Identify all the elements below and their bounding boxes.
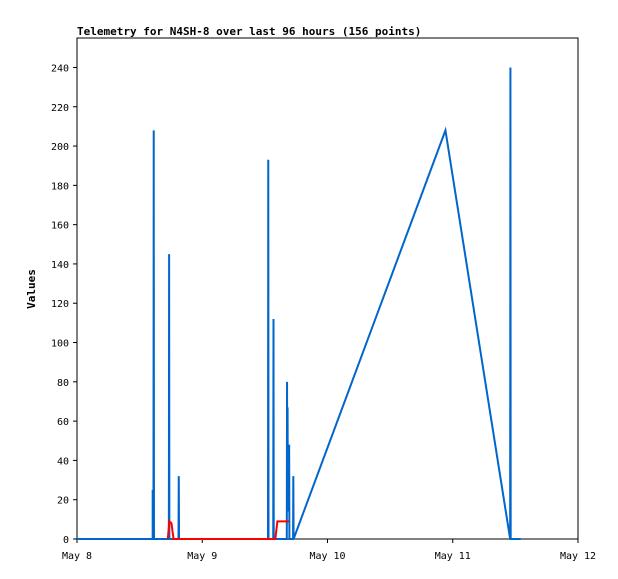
- x-axis: May 8 May 9 May 10 May 11 May 12: [62, 539, 596, 562]
- x-tick-label: May 11: [435, 551, 471, 562]
- y-tick-label: 20: [57, 496, 69, 507]
- y-tick-label: 220: [51, 103, 69, 114]
- x-tick-label: May 8: [62, 551, 92, 562]
- series-layer: [77, 67, 521, 540]
- y-axis: 0 20 40 60 80 100 120 140 160 180 200 220 240: [51, 63, 77, 546]
- y-tick-label: 0: [63, 535, 69, 546]
- x-tick-label: May 10: [309, 551, 345, 562]
- plot-area: [76, 37, 579, 540]
- x-tick-label: May 9: [187, 551, 217, 562]
- y-tick-label: 140: [51, 260, 69, 271]
- y-axis-label: Values: [25, 269, 38, 309]
- y-tick-label: 200: [51, 142, 69, 153]
- y-tick-label: 120: [51, 299, 69, 310]
- y-tick-label: 160: [51, 221, 69, 232]
- y-tick-label: 40: [57, 456, 69, 467]
- chart-title: Telemetry for N4SH-8 over last 96 hours …: [77, 25, 421, 38]
- y-tick-label: 60: [57, 417, 69, 428]
- y-tick-label: 100: [51, 339, 69, 350]
- series-line-1: [77, 67, 521, 540]
- x-tick-label: May 12: [560, 551, 596, 562]
- series-line-2: [166, 519, 289, 540]
- y-tick-label: 180: [51, 181, 69, 192]
- y-tick-label: 80: [57, 378, 69, 389]
- y-tick-label: 240: [51, 63, 69, 74]
